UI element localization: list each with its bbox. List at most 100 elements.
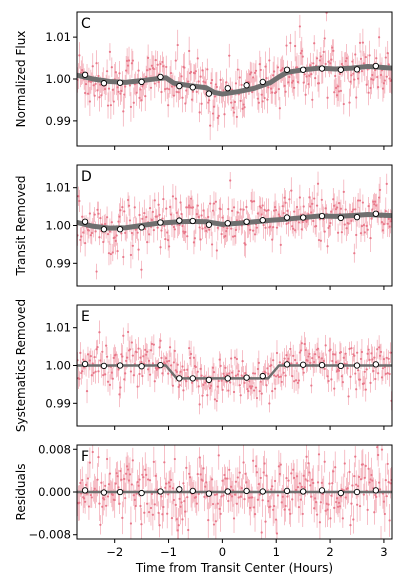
raw-point xyxy=(336,206,339,209)
raw-point xyxy=(337,90,341,93)
raw-point xyxy=(324,62,327,66)
raw-point xyxy=(354,208,357,211)
raw-point xyxy=(186,368,189,371)
raw-point xyxy=(137,347,140,350)
raw-point xyxy=(168,485,172,488)
raw-point xyxy=(153,503,156,506)
raw-point xyxy=(108,50,112,53)
raw-point xyxy=(154,366,157,370)
binned-point xyxy=(116,226,124,233)
raw-point xyxy=(119,209,122,212)
raw-point xyxy=(151,362,154,365)
raw-point xyxy=(234,82,238,85)
binned-point xyxy=(353,488,361,496)
raw-point xyxy=(168,245,171,248)
raw-point xyxy=(194,70,197,73)
raw-point xyxy=(130,62,133,65)
raw-point xyxy=(84,82,88,86)
raw-point xyxy=(237,496,240,499)
raw-point xyxy=(309,484,312,487)
raw-point xyxy=(236,476,239,479)
raw-point xyxy=(362,62,365,65)
raw-point xyxy=(257,101,260,104)
raw-point xyxy=(318,59,322,62)
raw-point xyxy=(201,227,204,230)
raw-point xyxy=(355,96,358,99)
raw-point xyxy=(143,511,146,514)
raw-point xyxy=(172,498,175,502)
raw-point xyxy=(330,494,333,497)
raw-point xyxy=(139,88,142,91)
raw-point xyxy=(344,60,347,63)
raw-point xyxy=(271,390,274,393)
raw-point xyxy=(326,508,329,511)
raw-point xyxy=(107,252,111,255)
raw-point xyxy=(327,379,330,383)
raw-point xyxy=(362,493,365,496)
raw-point xyxy=(105,355,109,358)
raw-point xyxy=(278,107,281,110)
raw-point xyxy=(196,57,199,60)
raw-point xyxy=(112,356,115,359)
raw-point xyxy=(216,226,219,229)
raw-point xyxy=(94,82,97,85)
raw-point xyxy=(344,208,347,211)
raw-point xyxy=(388,225,391,228)
binned-points xyxy=(81,62,379,97)
raw-point xyxy=(83,497,86,500)
raw-point xyxy=(262,223,265,227)
raw-point xyxy=(127,59,131,62)
raw-point xyxy=(168,88,171,91)
raw-point xyxy=(360,350,364,354)
raw-point xyxy=(177,524,180,527)
raw-point xyxy=(387,63,390,66)
binned-point xyxy=(337,66,344,73)
raw-point xyxy=(212,105,216,108)
raw-point xyxy=(332,198,335,201)
y-tick-label: 1.00 xyxy=(45,72,71,86)
raw-point xyxy=(168,346,172,349)
raw-point xyxy=(304,348,307,352)
raw-point xyxy=(165,207,168,210)
raw-point xyxy=(345,57,348,60)
y-axis-label: Residuals xyxy=(14,464,28,521)
raw-point xyxy=(238,384,241,387)
raw-point xyxy=(314,497,317,500)
raw-point xyxy=(248,496,251,499)
raw-point xyxy=(229,381,232,384)
raw-point xyxy=(105,457,109,461)
raw-point xyxy=(306,479,309,482)
raw-point xyxy=(99,523,102,526)
raw-point xyxy=(240,83,243,86)
raw-point xyxy=(285,222,288,226)
binned-point xyxy=(283,361,291,368)
raw-point xyxy=(292,227,295,230)
raw-point xyxy=(325,502,328,505)
raw-point xyxy=(106,233,110,236)
raw-point xyxy=(284,90,287,93)
raw-point xyxy=(337,369,341,372)
raw-point xyxy=(349,375,352,378)
raw-point xyxy=(123,93,126,96)
raw-point xyxy=(202,467,205,470)
raw-point xyxy=(78,377,81,380)
raw-point xyxy=(135,351,138,354)
raw-point xyxy=(139,504,142,508)
raw-point xyxy=(297,506,301,509)
raw-point xyxy=(126,198,130,202)
raw-point xyxy=(370,473,373,477)
raw-point xyxy=(244,243,247,246)
y-axis-label: Normalized Flux xyxy=(14,31,28,128)
raw-point xyxy=(151,513,154,516)
raw-point xyxy=(271,238,274,241)
raw-point xyxy=(367,467,370,470)
raw-point xyxy=(378,481,381,484)
raw-point xyxy=(197,385,200,388)
raw-point xyxy=(80,371,83,375)
raw-point xyxy=(177,91,180,94)
raw-point xyxy=(105,504,108,507)
raw-point xyxy=(276,374,280,377)
raw-point xyxy=(129,370,133,373)
raw-point xyxy=(377,86,380,89)
raw-point xyxy=(382,357,385,361)
